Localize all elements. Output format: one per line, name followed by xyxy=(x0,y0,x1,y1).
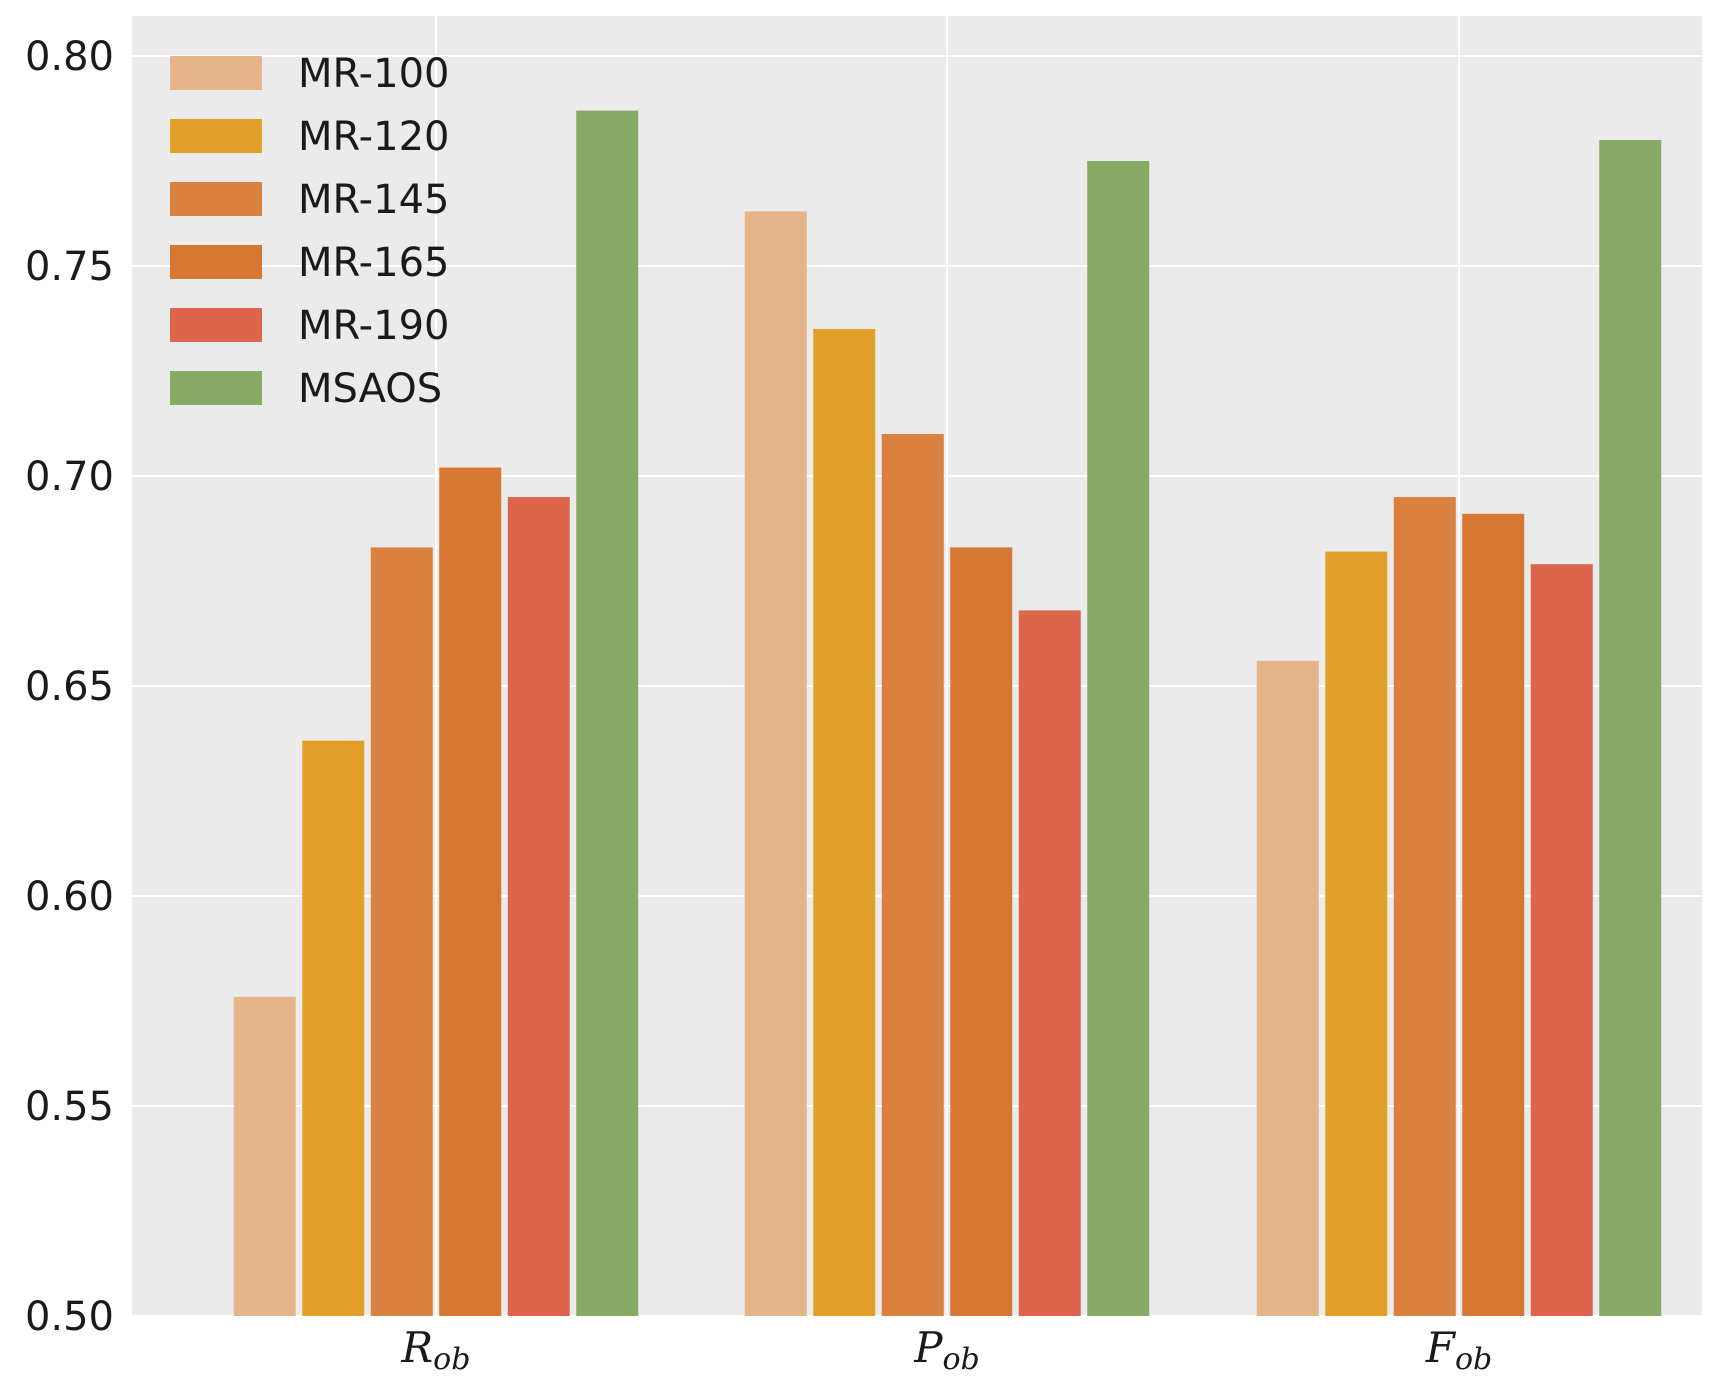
x-category-label: Fob xyxy=(1425,1323,1492,1377)
bar-mr-100-pob xyxy=(744,211,807,1316)
bar-mr-120-pob xyxy=(813,329,876,1316)
x-axis-labels: Rob Pob Fob xyxy=(401,1323,1493,1377)
bar-mr-120-fob xyxy=(1325,551,1388,1316)
bars xyxy=(233,110,1662,1317)
legend-label: MR-145 xyxy=(298,177,449,223)
y-axis-ticks: 0.50 0.55 0.60 0.65 0.70 0.75 0.80 xyxy=(25,34,114,1340)
legend-label: MR-165 xyxy=(298,240,449,286)
legend-swatch xyxy=(170,308,262,342)
bar-mr-165-pob xyxy=(950,547,1013,1316)
bar-msaos-pob xyxy=(1087,161,1150,1316)
legend: MR-100 MR-120 MR-145 MR-165 MR-190 MSAOS xyxy=(170,51,449,412)
bar-mr-190-pob xyxy=(1018,610,1081,1316)
bar-mr-145-rob xyxy=(370,547,433,1316)
y-tick-label: 0.80 xyxy=(25,34,114,80)
bar-mr-165-rob xyxy=(439,467,502,1317)
legend-label: MR-100 xyxy=(298,51,449,97)
legend-swatch xyxy=(170,245,262,279)
bar-msaos-fob xyxy=(1599,140,1662,1316)
bar-mr-145-pob xyxy=(881,434,944,1316)
y-tick-label: 0.60 xyxy=(25,874,114,920)
y-tick-label: 0.50 xyxy=(25,1294,114,1340)
legend-swatch xyxy=(170,182,262,216)
bar-mr-190-rob xyxy=(507,497,570,1316)
bar-mr-145-fob xyxy=(1393,497,1456,1316)
legend-item: MSAOS xyxy=(170,366,442,412)
bar-mr-165-fob xyxy=(1462,513,1525,1316)
legend-label: MR-120 xyxy=(298,114,449,160)
y-tick-label: 0.70 xyxy=(25,454,114,500)
bar-mr-100-fob xyxy=(1256,660,1319,1316)
legend-item: MR-120 xyxy=(170,114,449,160)
bar-msaos-rob xyxy=(576,110,639,1317)
bar-mr-100-rob xyxy=(233,996,296,1316)
legend-item: MR-165 xyxy=(170,240,449,286)
legend-item: MR-100 xyxy=(170,51,449,97)
legend-swatch xyxy=(170,56,262,90)
legend-label: MSAOS xyxy=(298,366,442,412)
legend-item: MR-145 xyxy=(170,177,449,223)
bar-mr-190-fob xyxy=(1530,564,1593,1316)
y-tick-label: 0.65 xyxy=(25,664,114,710)
legend-label: MR-190 xyxy=(298,303,449,349)
x-category-label: Rob xyxy=(401,1323,471,1377)
legend-item: MR-190 xyxy=(170,303,449,349)
bar-mr-120-rob xyxy=(302,740,365,1316)
y-tick-label: 0.55 xyxy=(25,1084,114,1130)
legend-swatch xyxy=(170,371,262,405)
legend-swatch xyxy=(170,119,262,153)
x-category-label: Pob xyxy=(913,1323,980,1377)
y-tick-label: 0.75 xyxy=(25,244,114,290)
